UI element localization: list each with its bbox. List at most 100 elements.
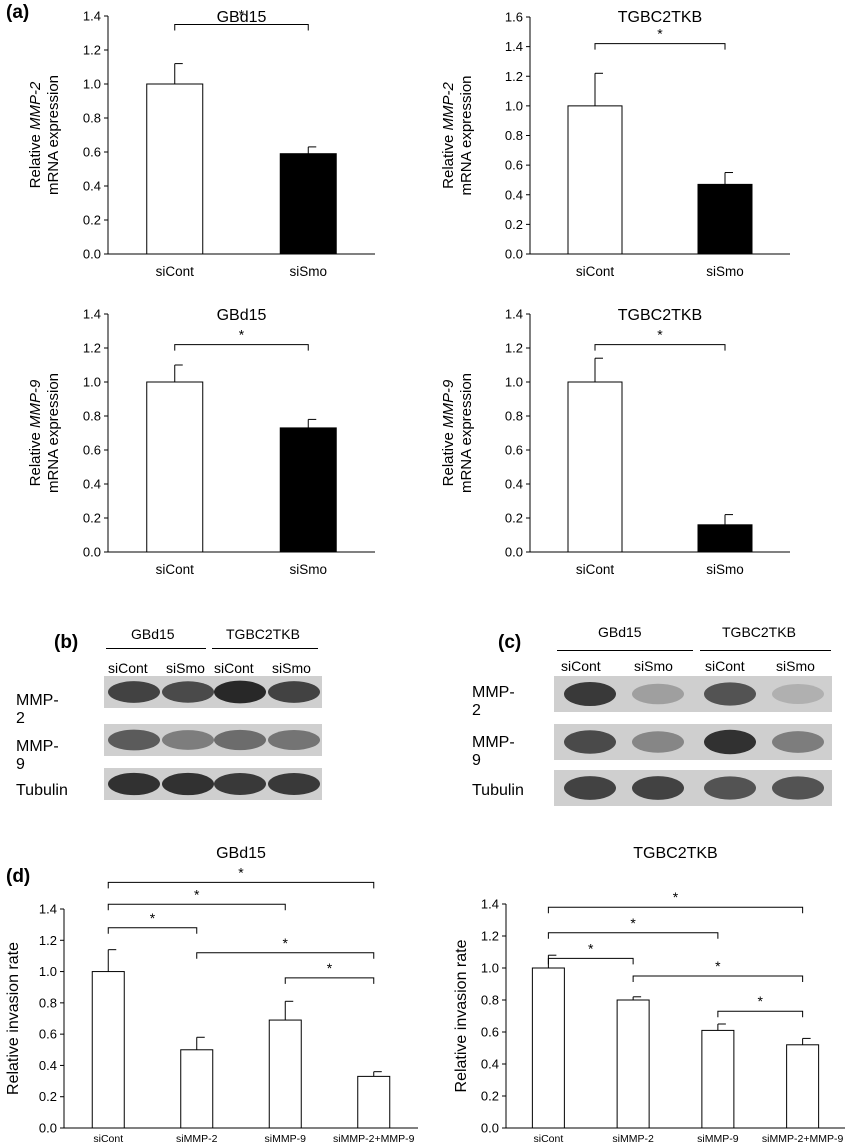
blot-band bbox=[214, 680, 266, 704]
significance-star: * bbox=[715, 958, 721, 974]
blot-b-lane-2: siSmo bbox=[166, 660, 205, 676]
bar-siSmo bbox=[279, 153, 337, 255]
y-tick-label: 0.2 bbox=[481, 1089, 499, 1104]
blot-band bbox=[772, 684, 824, 704]
y-tick-label: 1.2 bbox=[505, 341, 523, 356]
y-tick-label: 0.8 bbox=[39, 995, 57, 1010]
y-tick-label: 0.6 bbox=[83, 443, 101, 458]
significance-star: * bbox=[588, 940, 594, 956]
y-tick-label: 0.4 bbox=[505, 187, 523, 202]
y-axis-label-line2: mRNA expression bbox=[45, 373, 62, 493]
significance-bracket bbox=[196, 952, 375, 959]
y-axis-label-gene: MMP-9 bbox=[440, 379, 457, 428]
blot-c-group-1: GBd15 bbox=[598, 624, 642, 640]
blot-c-row-mmp9: MMP-9 bbox=[472, 734, 515, 769]
blot-c-group-2: TGBC2TKB bbox=[722, 624, 796, 640]
y-tick-label: 0.8 bbox=[83, 409, 101, 424]
y-tick-label: 0.0 bbox=[39, 1121, 57, 1136]
blot-band bbox=[162, 681, 214, 703]
blot-b-lane-3: siCont bbox=[214, 660, 254, 676]
y-axis-label-prefix: Relative bbox=[440, 130, 457, 188]
y-axis-label: Relative MMP-2mRNA expression bbox=[27, 75, 62, 195]
category-label: siMMP-9 bbox=[265, 1133, 307, 1145]
y-tick-label: 1.2 bbox=[39, 933, 57, 948]
y-axis-label-line1: Relative MMP-2 bbox=[440, 82, 457, 189]
chart-d1: GBd15 0.0 0.2 0.4 0.6 0.8 1.0 1.2 1.4 Relative in… bbox=[5, 845, 418, 1145]
y-axis-label: Relative MMP-9mRNA expression bbox=[440, 373, 475, 493]
y-tick-label: 0.2 bbox=[39, 1089, 57, 1104]
significance-bracket bbox=[632, 975, 804, 982]
blot-band bbox=[704, 729, 756, 755]
significance-star: * bbox=[657, 327, 663, 343]
blot-c-lane-4: siSmo bbox=[776, 658, 815, 674]
significance-star: * bbox=[673, 889, 679, 905]
panel-label-a: (a) bbox=[6, 2, 30, 23]
significance-star: * bbox=[238, 864, 244, 880]
blot-b-group-2: TGBC2TKB bbox=[226, 626, 300, 642]
blot-c-lane-1: siCont bbox=[561, 658, 601, 674]
y-tick-label: 0.6 bbox=[83, 145, 101, 160]
y-tick-label: 0.0 bbox=[505, 247, 523, 262]
blot-band bbox=[268, 772, 320, 796]
y-tick-label: 0.0 bbox=[83, 247, 101, 262]
significance-bracket bbox=[594, 43, 726, 50]
blot-band bbox=[564, 730, 616, 754]
category-label: siSmo bbox=[289, 562, 327, 577]
blot-band bbox=[632, 731, 684, 753]
y-tick-label: 0.4 bbox=[505, 477, 523, 492]
blot-band bbox=[108, 772, 160, 796]
y-tick-label: 0.2 bbox=[505, 217, 523, 232]
blot-b-row-mmp9: MMP-9 bbox=[16, 738, 59, 773]
y-tick-label: 0.4 bbox=[39, 1058, 57, 1073]
y-tick-label: 0.6 bbox=[505, 443, 523, 458]
bar-siCont bbox=[531, 967, 565, 1129]
blot-band bbox=[162, 772, 214, 796]
blot-c-row-tubulin: Tubulin bbox=[472, 782, 524, 799]
category-label: siSmo bbox=[706, 562, 744, 577]
significance-star: * bbox=[657, 26, 663, 42]
chart-a3: GBd15 0.0 0.2 0.4 0.6 0.8 1.0 1.2 1.4 Relative MM… bbox=[27, 307, 375, 577]
y-tick-label: 1.2 bbox=[481, 929, 499, 944]
significance-bracket bbox=[547, 906, 804, 914]
y-tick-label: 1.0 bbox=[505, 375, 523, 390]
blot-band bbox=[704, 682, 756, 706]
category-label: siCont bbox=[576, 264, 615, 279]
significance-star: * bbox=[630, 915, 636, 931]
blot-c-group-1-line bbox=[557, 650, 693, 651]
bar-siCont bbox=[567, 381, 623, 553]
y-axis-label-line1: Relative MMP-2 bbox=[27, 81, 44, 188]
category-label: siMMP-9 bbox=[697, 1133, 739, 1145]
y-axis-label-gene: MMP-2 bbox=[440, 82, 457, 131]
chart-title: TGBC2TKB bbox=[618, 9, 702, 26]
blot-band bbox=[772, 731, 824, 753]
bar-siMMP-2+MMP-9 bbox=[786, 1044, 820, 1129]
bar-siMMP-9 bbox=[268, 1019, 302, 1129]
blot-b-group-2-line bbox=[212, 648, 318, 649]
panel-label-b: (b) bbox=[54, 632, 79, 653]
blot-band bbox=[162, 730, 214, 750]
category-label: siMMP-2 bbox=[612, 1133, 654, 1145]
y-tick-label: 0.8 bbox=[83, 111, 101, 126]
blot-band bbox=[214, 772, 266, 796]
y-tick-label: 1.4 bbox=[481, 897, 499, 912]
y-tick-label: 0.6 bbox=[39, 1027, 57, 1042]
blot-band bbox=[268, 681, 320, 703]
blot-band bbox=[704, 776, 756, 800]
y-tick-label: 1.2 bbox=[83, 43, 101, 58]
blot-band bbox=[564, 776, 616, 800]
category-label: siMMP-2 bbox=[176, 1133, 218, 1145]
blot-band bbox=[268, 730, 320, 750]
category-label: siSmo bbox=[289, 264, 327, 279]
significance-bracket bbox=[717, 1010, 804, 1018]
bar-siSmo bbox=[697, 524, 753, 553]
y-axis-label-gene: MMP-9 bbox=[27, 379, 44, 428]
bar-siMMP-2 bbox=[180, 1049, 214, 1129]
significance-star: * bbox=[194, 886, 200, 902]
blot-b-row-mmp2: MMP-2 bbox=[16, 692, 59, 727]
bar-siCont bbox=[146, 83, 204, 255]
bar-siCont bbox=[91, 971, 125, 1129]
chart-title: GBd15 bbox=[216, 845, 266, 862]
panel-label-d: (d) bbox=[6, 866, 31, 887]
blot-band bbox=[772, 776, 824, 800]
significance-bracket bbox=[107, 903, 286, 911]
